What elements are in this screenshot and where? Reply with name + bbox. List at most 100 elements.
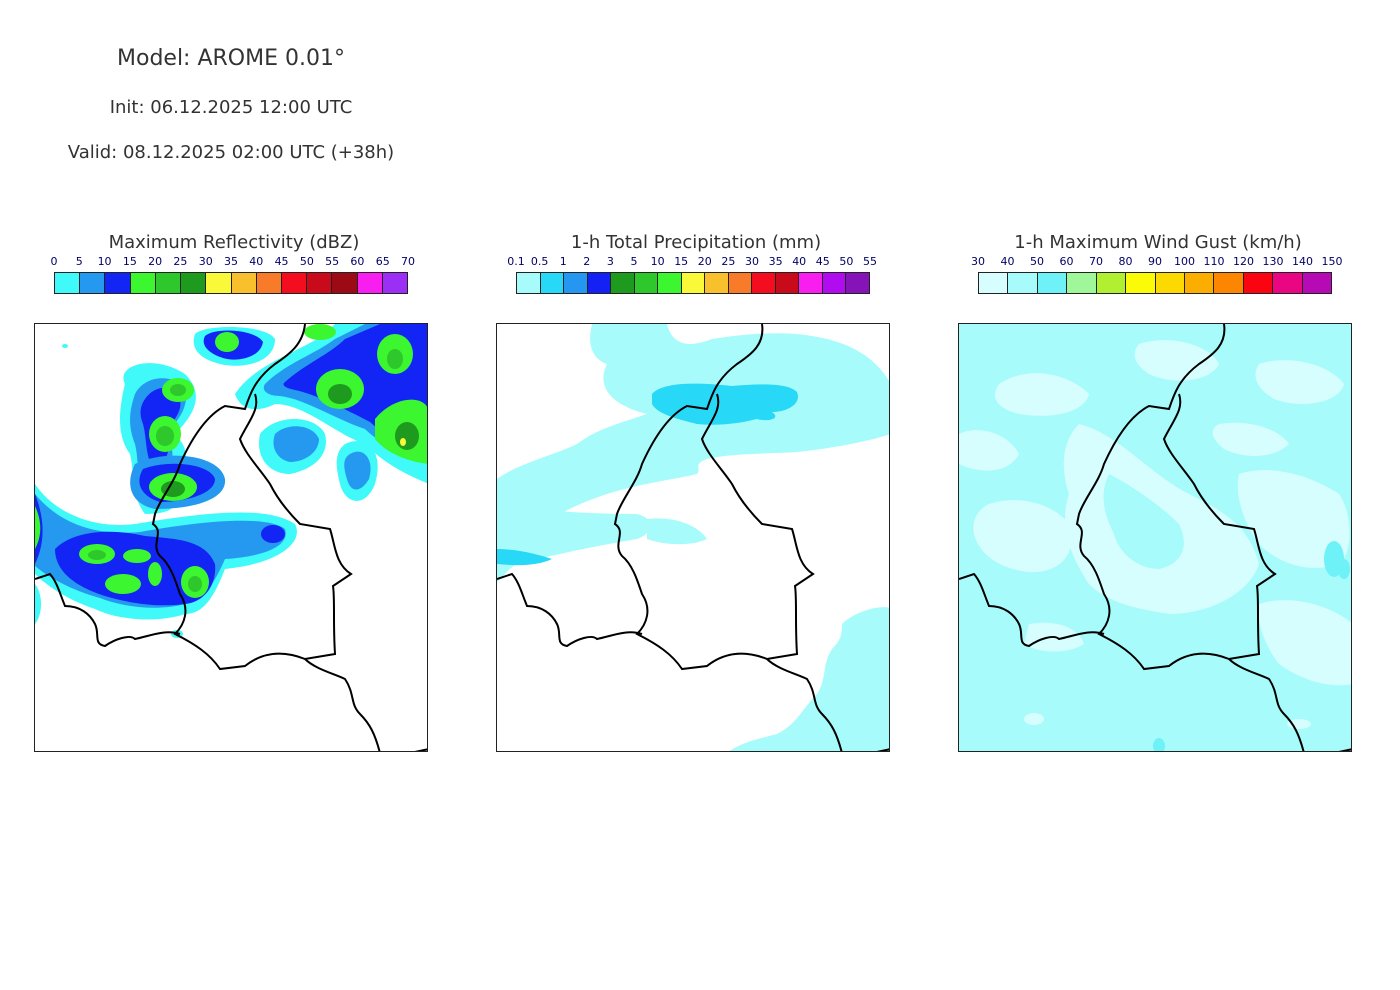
colorbar-swatch — [657, 273, 681, 293]
reflectivity-field — [35, 324, 427, 638]
colorbar-swatch — [1183, 273, 1214, 293]
model-title: Model: AROME 0.01° — [117, 46, 345, 71]
colorbar-tick-label: 40 — [249, 255, 264, 268]
colorbar-swatch — [255, 273, 281, 293]
colorbar-swatch — [1154, 273, 1184, 293]
precipitation-field — [497, 324, 889, 751]
colorbar-tick-label: 15 — [122, 255, 137, 268]
colorbar-tick-label: 140 — [1292, 255, 1313, 268]
wind-gust-map-svg — [959, 324, 1351, 751]
colorbar-tick-label: 60 — [1059, 255, 1074, 268]
colorbar-swatch — [280, 273, 307, 293]
wind-gust-colorbar — [978, 272, 1332, 294]
colorbar-tick-label: 20 — [148, 255, 163, 268]
wind-gust-borders — [959, 324, 1351, 751]
colorbar-tick-label: 40 — [1000, 255, 1015, 268]
reflectivity-tick-labels: 0 5 10 15 20 25 30 35 40 45 50 55 60 65 70 — [50, 255, 416, 268]
colorbar-tick-label: 20 — [697, 255, 712, 268]
precipitation-colorbar — [516, 272, 870, 294]
colorbar-tick-label: 30 — [971, 255, 985, 268]
colorbar-tick-label: 70 — [401, 255, 415, 268]
precipitation-tick-labels: 0.1 0.5 1 2 3 5 10 15 20 25 30 35 40 45 50 55 — [507, 255, 877, 268]
colorbar-swatch — [727, 273, 752, 293]
colorbar-tick-label: 25 — [173, 255, 188, 268]
precipitation-map-svg — [497, 324, 889, 751]
colorbar-tick-label: 1 — [559, 255, 567, 268]
colorbar-tick-label: 0 — [50, 255, 58, 268]
colorbar-tick-label: 25 — [721, 255, 736, 268]
precipitation-title: 1-h Total Precipitation (mm) — [570, 232, 822, 253]
colorbar-tick-label: 150 — [1321, 255, 1343, 268]
colorbar-tick-label: 3 — [606, 255, 614, 268]
colorbar-tick-label: 50 — [299, 255, 314, 268]
colorbar-swatch — [1095, 273, 1126, 293]
colorbar-swatch — [79, 273, 105, 293]
colorbar-swatch — [979, 273, 1008, 293]
colorbar-tick-label: 40 — [792, 255, 807, 268]
colorbar-swatch — [180, 273, 206, 293]
colorbar-swatch — [1242, 273, 1273, 293]
colorbar-swatch — [1125, 273, 1155, 293]
colorbar-swatch — [563, 273, 587, 293]
colorbar-tick-label: 80 — [1118, 255, 1133, 268]
colorbar-tick-label: 90 — [1148, 255, 1162, 268]
wind-gust-title: 1-h Maximum Wind Gust (km/h) — [1014, 232, 1302, 253]
colorbar-tick-label: 35 — [768, 255, 783, 268]
colorbar-tick-label: 10 — [97, 255, 112, 268]
colorbar-swatch — [1007, 273, 1037, 293]
colorbar-swatch — [586, 273, 611, 293]
wind-gust-field — [959, 324, 1351, 751]
colorbar-tick-label: 5 — [75, 255, 83, 268]
colorbar-swatch — [205, 273, 231, 293]
colorbar-tick-label: 110 — [1203, 255, 1225, 268]
colorbar-tick-label: 30 — [198, 255, 213, 268]
colorbar-swatch — [751, 273, 775, 293]
colorbar-swatch — [1066, 273, 1096, 293]
valid-time: Valid: 08.12.2025 02:00 UTC (+38h) — [67, 142, 395, 163]
colorbar-tick-label: 45 — [815, 255, 830, 268]
colorbar-tick-label: 130 — [1262, 255, 1284, 268]
init-time: Init: 06.12.2025 12:00 UTC — [109, 97, 353, 118]
colorbar-swatch — [104, 273, 130, 293]
colorbar-tick-label: 0.5 — [530, 255, 549, 268]
precipitation-borders — [497, 324, 889, 751]
colorbar-swatch — [306, 273, 332, 293]
colorbar-swatch — [331, 273, 357, 293]
reflectivity-colorbar — [54, 272, 408, 294]
wind-gust-map — [958, 323, 1352, 752]
colorbar-tick-label: 45 — [274, 255, 289, 268]
reflectivity-title: Maximum Reflectivity (dBZ) — [108, 232, 360, 253]
colorbar-tick-label: 35 — [224, 255, 238, 268]
colorbar-swatch — [381, 273, 408, 293]
colorbar-tick-label: 10 — [650, 255, 665, 268]
colorbar-tick-label: 55 — [325, 255, 340, 268]
colorbar-swatch — [774, 273, 799, 293]
colorbar-swatch — [1301, 273, 1332, 293]
colorbar-swatch — [55, 273, 80, 293]
colorbar-swatch — [1036, 273, 1067, 293]
colorbar-swatch — [356, 273, 382, 293]
colorbar-tick-label: 65 — [375, 255, 390, 268]
colorbar-tick-label: 120 — [1233, 255, 1254, 268]
colorbar-tick-label: 0.1 — [507, 255, 525, 268]
reflectivity-borders — [35, 324, 427, 751]
colorbar-swatch — [633, 273, 658, 293]
colorbar-swatch — [680, 273, 705, 293]
colorbar-swatch — [798, 273, 822, 293]
wind-gust-tick-labels: 30 40 50 60 70 80 90 100 110 120 130 140 150 — [971, 255, 1343, 268]
colorbar-swatch — [1213, 273, 1243, 293]
colorbar-swatch — [845, 273, 869, 293]
colorbar-swatch — [539, 273, 564, 293]
colorbar-swatch — [1272, 273, 1302, 293]
colorbar-tick-label: 50 — [1030, 255, 1044, 268]
reflectivity-map-svg — [35, 324, 427, 751]
colorbar-tick-label: 100 — [1174, 255, 1195, 268]
colorbar-swatch — [517, 273, 540, 293]
colorbar-swatch — [230, 273, 256, 293]
colorbar-swatch — [129, 273, 155, 293]
colorbar-swatch — [154, 273, 181, 293]
colorbar-tick-label: 55 — [863, 255, 877, 268]
colorbar-tick-label: 30 — [745, 255, 759, 268]
reflectivity-map — [34, 323, 428, 752]
colorbar-swatch — [704, 273, 728, 293]
